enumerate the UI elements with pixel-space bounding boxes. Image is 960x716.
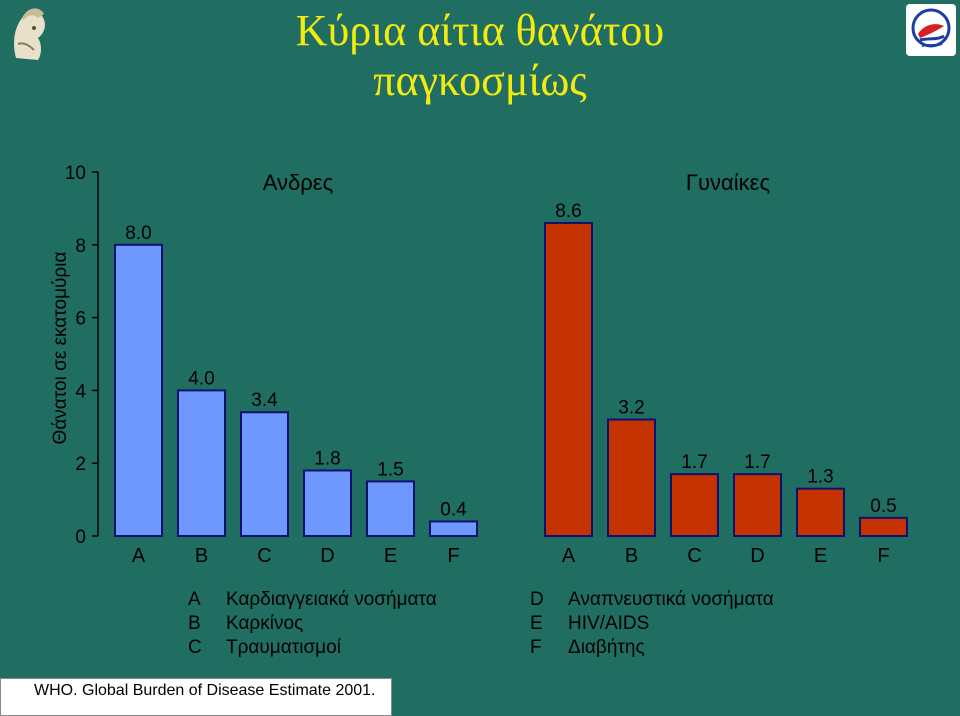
men-bar-d: [303, 469, 352, 538]
legend-text: HIV/AIDS: [568, 613, 650, 634]
bar-value-label: 0.5: [870, 496, 896, 517]
x-tick-label: E: [814, 545, 827, 567]
legend-item-d: D Αναπνευστικά νοσήματα: [530, 588, 774, 612]
slide-title-line-2: παγκοσμίως: [373, 56, 587, 105]
legend-item-b: B Καρκίνος: [188, 612, 437, 636]
legend-text: Αναπνευστικά νοσήματα: [568, 589, 774, 610]
women-bar-b: [607, 418, 656, 537]
legend-left: A Καρδιαγγειακά νοσήματα B Καρκίνος C Τρ…: [188, 588, 437, 660]
source-citation: WHO. Global Burden of Disease Estimate 2…: [0, 678, 392, 716]
legend-item-e: E HIV/AIDS: [530, 612, 774, 636]
legend-item-f: F Διαβήτης: [530, 636, 774, 660]
y-tick-label: 2: [75, 454, 86, 475]
women-series-name: Γυναίκες: [686, 170, 770, 195]
slide-title-line-1: Κύρια αίτια θανάτου: [295, 6, 665, 55]
athena-helmet-logo: [14, 8, 45, 60]
y-tick-label: 10: [65, 163, 86, 184]
legend-item-a: A Καρδιαγγειακά νοσήματα: [188, 588, 437, 612]
women-bar-f: [859, 516, 908, 537]
y-tick-label: 0: [75, 527, 86, 548]
legend-key: E: [530, 613, 543, 634]
bar-value-label: 0.4: [440, 499, 467, 520]
women-bar-a: [544, 221, 593, 538]
bar-value-label: 3.4: [251, 390, 278, 411]
x-tick-label: F: [447, 545, 459, 567]
legend-key: F: [530, 637, 542, 658]
women-bar-d: [733, 473, 782, 537]
men-bar-e: [366, 480, 415, 537]
women-bar-c: [670, 473, 719, 537]
legend-key: D: [530, 589, 544, 610]
x-tick-label: E: [384, 545, 397, 567]
y-axis-label: Θάνατοι σε εκατομύρια: [50, 252, 71, 445]
men-bar-a: [114, 243, 163, 538]
men-bar-b: [177, 389, 226, 537]
slide-title: Κύρια αίτια θανάτου παγκοσμίως: [0, 6, 960, 106]
bar-value-label: 8.0: [125, 223, 151, 244]
institute-logo: [906, 4, 956, 56]
legend-key: C: [188, 637, 202, 658]
men-series-name: Ανδρες: [263, 170, 333, 195]
bar-value-label: 8.6: [555, 201, 581, 222]
y-axis: 0 2 4 6 8 10: [65, 163, 99, 548]
x-tick-label: F: [877, 545, 889, 567]
bar-value-label: 4.0: [188, 368, 214, 389]
legend-text: Καρδιαγγειακά νοσήματα: [226, 589, 437, 610]
legend-key: A: [188, 589, 201, 610]
bar-chart: 0 2 4 6 8 10 Θάνατοι σε εκατομύρια Ανδρες Γυν…: [50, 163, 908, 567]
bar-value-label: 1.3: [807, 467, 833, 488]
legend-item-c: C Τραυματισμοί: [188, 636, 437, 660]
y-tick-label: 6: [75, 309, 86, 330]
bar-value-label: 1.7: [681, 452, 707, 473]
bar-value-label: 1.7: [744, 452, 770, 473]
bar-value-label: 3.2: [618, 398, 644, 419]
legend-text: Καρκίνος: [226, 613, 304, 634]
x-tick-label: B: [195, 545, 208, 567]
x-tick-label: A: [132, 545, 146, 567]
bar-value-label: 1.8: [314, 448, 340, 469]
x-tick-label: B: [625, 545, 638, 567]
x-tick-label: D: [750, 545, 764, 567]
y-tick-label: 4: [75, 381, 86, 402]
bars: 8.0 A 4.0 B 3.4 C 1.8 D 1.5 E 0.4 F 8.6 A 3.2 B 1.7 C 1.7 D…: [114, 201, 908, 567]
x-tick-label: C: [257, 545, 271, 567]
men-bar-c: [240, 411, 289, 537]
bar-value-label: 1.5: [377, 459, 403, 480]
women-bar-e: [796, 487, 845, 537]
x-tick-label: A: [562, 545, 576, 567]
y-tick-label: 8: [75, 236, 86, 257]
legend-key: B: [188, 613, 201, 634]
legend-right: D Αναπνευστικά νοσήματα E HIV/AIDS F Δια…: [530, 588, 774, 660]
x-tick-label: C: [687, 545, 701, 567]
men-bar-f: [429, 520, 478, 538]
x-tick-label: D: [320, 545, 334, 567]
legend-text: Διαβήτης: [568, 637, 645, 658]
legend-text: Τραυματισμοί: [226, 637, 341, 658]
